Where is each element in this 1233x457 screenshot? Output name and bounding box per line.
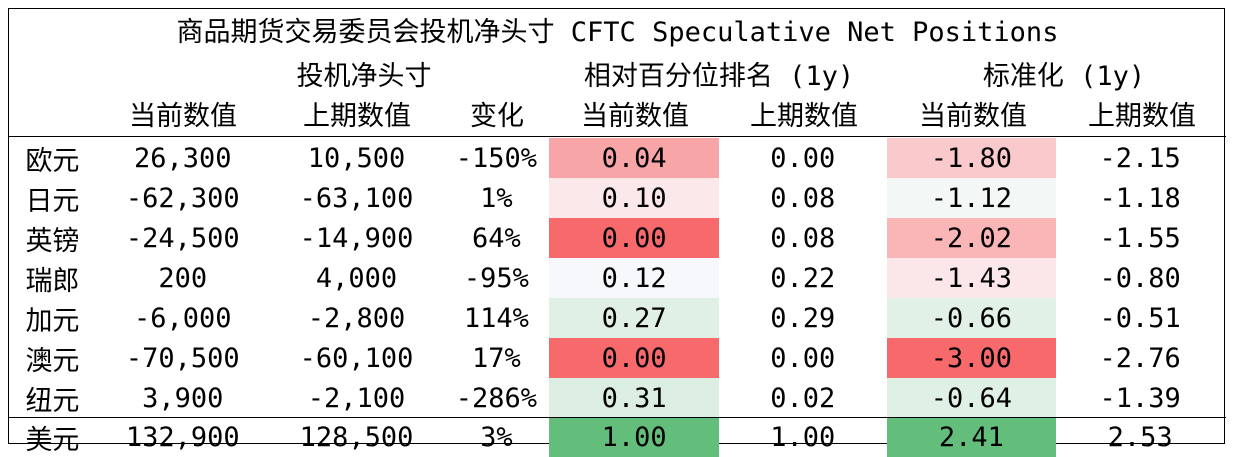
z-previous-cell: 2.53 xyxy=(1107,422,1173,453)
z-current-cell: -1.12 xyxy=(886,178,1057,218)
z-previous-cell: -1.18 xyxy=(1099,182,1181,214)
z-previous-cell: -2.15 xyxy=(1099,142,1181,174)
header-divider xyxy=(9,136,1226,137)
net-change-cell: 64% xyxy=(472,222,521,254)
group-header-zscore: 标准化 (1y) xyxy=(982,61,1146,92)
data-grid: 欧元 26,300 10,500 -150% 0.04 0.00 -1.80 -2.15 日元 -… xyxy=(9,138,1224,457)
net-current-cell: 132,900 xyxy=(125,422,240,453)
net-change-cell: 3% xyxy=(480,422,513,453)
table-row: 瑞郎 200 4,000 -95% 0.12 0.22 -1.43 -0.80 xyxy=(9,258,1224,298)
rank-current-cell: 0.00 xyxy=(549,218,719,258)
subheader-z-current: 当前数值 xyxy=(919,101,1027,132)
net-change-cell: -286% xyxy=(455,382,538,414)
net-change-cell: 17% xyxy=(472,342,521,374)
rank-previous-cell: 1.00 xyxy=(770,422,836,453)
net-previous-cell: -2,100 xyxy=(307,382,406,414)
net-previous-cell: -63,100 xyxy=(299,182,414,214)
net-previous-cell: -14,900 xyxy=(299,222,414,254)
rank-previous-cell: 0.08 xyxy=(770,182,836,214)
z-previous-cell: -2.76 xyxy=(1099,342,1181,374)
z-previous-cell: -0.51 xyxy=(1099,302,1181,334)
z-current-cell: -0.66 xyxy=(886,298,1057,338)
table-row: 美元 132,900 128,500 3% 1.00 1.00 2.41 2.53 xyxy=(9,418,1224,457)
row-label: 澳元 xyxy=(25,345,80,377)
rank-previous-cell: 0.29 xyxy=(770,302,836,334)
subheader-z-previous: 上期数值 xyxy=(1088,101,1196,132)
table-row: 欧元 26,300 10,500 -150% 0.04 0.00 -1.80 -2.15 xyxy=(9,138,1224,178)
row-label: 加元 xyxy=(25,305,80,337)
net-current-cell: 200 xyxy=(158,262,208,294)
row-label: 美元 xyxy=(25,425,80,456)
subheader-rank-current: 当前数值 xyxy=(581,101,689,132)
table-row: 澳元 -70,500 -60,100 17% 0.00 0.00 -3.00 -2.76 xyxy=(9,338,1224,378)
rank-current-cell: 1.00 xyxy=(549,418,719,457)
cftc-positions-table: 商品期货交易委员会投机净头寸 CFTC Speculative Net Posi… xyxy=(8,8,1226,457)
net-previous-cell: 4,000 xyxy=(315,262,398,294)
net-current-cell: 26,300 xyxy=(133,142,232,174)
rank-previous-cell: 0.02 xyxy=(770,382,836,414)
z-previous-cell: -0.80 xyxy=(1099,262,1181,294)
z-current-cell: -3.00 xyxy=(886,338,1057,378)
subheader-rank-previous: 上期数值 xyxy=(750,101,858,132)
net-change-cell: 114% xyxy=(463,302,529,334)
rank-previous-cell: 0.08 xyxy=(770,222,836,254)
rank-previous-cell: 0.22 xyxy=(770,262,836,294)
table-row: 纽元 3,900 -2,100 -286% 0.31 0.02 -0.64 -1.39 xyxy=(9,378,1224,418)
group-header-net: 投机净头寸 xyxy=(296,61,432,92)
z-current-cell: -1.43 xyxy=(886,258,1057,298)
z-previous-cell: -1.55 xyxy=(1099,222,1181,254)
rank-previous-cell: 0.00 xyxy=(770,342,836,374)
row-label: 瑞郎 xyxy=(25,265,80,297)
subheader-net-previous: 上期数值 xyxy=(303,101,411,132)
table-row: 加元 -6,000 -2,800 114% 0.27 0.29 -0.66 -0.51 xyxy=(9,298,1224,338)
net-previous-cell: -60,100 xyxy=(299,342,414,374)
row-label: 纽元 xyxy=(25,385,80,417)
net-change-cell: 1% xyxy=(480,182,513,214)
rank-previous-cell: 0.00 xyxy=(770,142,836,174)
net-current-cell: -70,500 xyxy=(125,342,240,374)
net-current-cell: -6,000 xyxy=(133,302,232,334)
net-previous-cell: 10,500 xyxy=(307,142,406,174)
row-label: 欧元 xyxy=(25,145,80,177)
rank-current-cell: 0.12 xyxy=(549,258,719,298)
net-previous-cell: -2,800 xyxy=(307,302,406,334)
rank-current-cell: 0.10 xyxy=(549,178,719,218)
z-current-cell: -0.64 xyxy=(886,378,1057,418)
usd-divider xyxy=(9,417,1226,418)
net-change-cell: -150% xyxy=(455,142,538,174)
row-label: 英镑 xyxy=(25,225,80,257)
rank-current-cell: 0.04 xyxy=(549,138,719,178)
rank-current-cell: 0.00 xyxy=(549,338,719,378)
z-previous-cell: -1.39 xyxy=(1099,382,1181,414)
z-current-cell: 2.41 xyxy=(886,418,1057,457)
rank-current-cell: 0.27 xyxy=(549,298,719,338)
net-change-cell: -95% xyxy=(463,262,529,294)
subheader-net-change: 变化 xyxy=(470,101,524,132)
z-current-cell: -2.02 xyxy=(886,218,1057,258)
table-row: 英镑 -24,500 -14,900 64% 0.00 0.08 -2.02 -1.55 xyxy=(9,218,1224,258)
subheader-net-current: 当前数值 xyxy=(129,101,237,132)
net-previous-cell: 128,500 xyxy=(299,422,414,453)
z-current-cell: -1.80 xyxy=(886,138,1057,178)
table-row: 日元 -62,300 -63,100 1% 0.10 0.08 -1.12 -1.18 xyxy=(9,178,1224,218)
net-current-cell: -62,300 xyxy=(125,182,240,214)
net-current-cell: -24,500 xyxy=(125,222,240,254)
net-current-cell: 3,900 xyxy=(142,382,224,414)
group-header-rank: 相对百分位排名 (1y) xyxy=(583,61,855,92)
row-label: 日元 xyxy=(25,185,80,217)
table-title: 商品期货交易委员会投机净头寸 CFTC Speculative Net Posi… xyxy=(176,17,1059,48)
rank-current-cell: 0.31 xyxy=(549,378,719,418)
